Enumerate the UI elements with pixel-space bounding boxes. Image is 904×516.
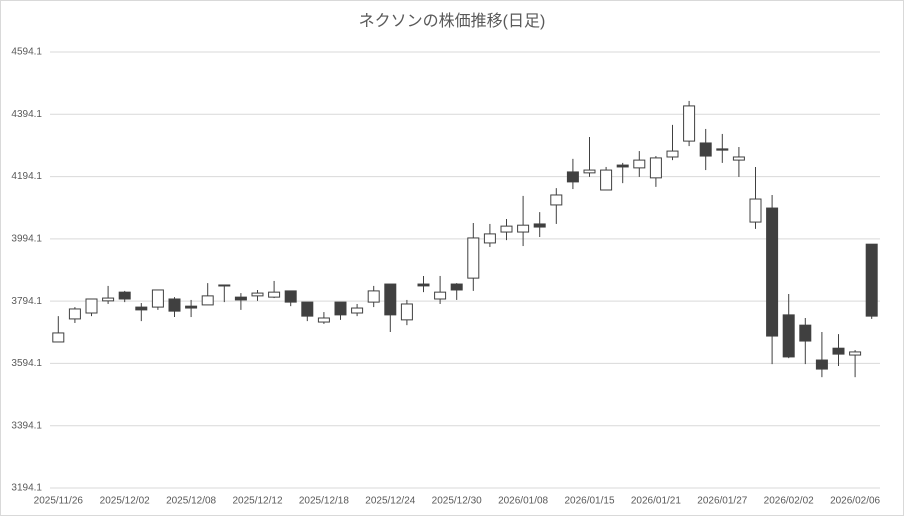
- x-tick-label: 2026/02/06: [830, 496, 880, 507]
- candle-body: [450, 283, 463, 291]
- candle-body: [832, 347, 845, 355]
- candle-body: [317, 317, 330, 323]
- y-tick-label: 4394.1: [11, 109, 42, 120]
- candle-body: [766, 207, 779, 337]
- candle-body: [616, 164, 629, 168]
- candle-body: [865, 243, 878, 317]
- candle-body: [600, 169, 613, 191]
- candle-body: [52, 332, 65, 343]
- candle-body: [201, 295, 214, 306]
- candle-body: [533, 223, 546, 228]
- candle-body: [815, 359, 828, 370]
- y-tick-label: 4194.1: [11, 171, 42, 182]
- candle-body: [284, 290, 297, 303]
- y-tick-label: 3594.1: [11, 358, 42, 369]
- candle-body: [483, 233, 496, 244]
- candle-body: [251, 292, 264, 297]
- candle-body: [102, 297, 115, 302]
- candle-body: [566, 171, 579, 183]
- candle-body: [351, 307, 364, 314]
- candle-body: [168, 298, 181, 312]
- y-tick-label: 4594.1: [11, 47, 42, 58]
- x-tick-label: 2025/12/30: [432, 496, 482, 507]
- candle-body: [550, 194, 563, 206]
- x-tick-label: 2026/01/27: [697, 496, 747, 507]
- x-tick-label: 2025/12/18: [299, 496, 349, 507]
- candle-body: [782, 314, 795, 358]
- candle-body: [185, 305, 198, 309]
- candle-body: [118, 291, 131, 300]
- x-tick-label: 2025/11/26: [34, 496, 84, 507]
- candle-body: [367, 290, 380, 303]
- candle-body: [849, 351, 862, 356]
- candle-body: [799, 324, 812, 342]
- candle-body: [517, 224, 530, 233]
- x-tick-label: 2025/12/08: [166, 496, 216, 507]
- x-tick-label: 2026/01/21: [631, 496, 681, 507]
- x-tick-label: 2025/12/02: [100, 496, 150, 507]
- candle-body: [400, 303, 413, 321]
- candle-body: [500, 225, 513, 233]
- x-tick-label: 2026/01/08: [498, 496, 548, 507]
- candle-body: [583, 169, 596, 174]
- candle-body: [467, 237, 480, 279]
- candle-body: [749, 198, 762, 223]
- candle-body: [649, 157, 662, 179]
- y-tick-label: 3794.1: [11, 296, 42, 307]
- candle-body: [135, 306, 148, 311]
- candle-body: [732, 156, 745, 161]
- candle-body: [301, 301, 314, 317]
- candle-body: [334, 301, 347, 316]
- candle-body: [666, 150, 679, 158]
- candle-body: [218, 284, 231, 287]
- x-tick-label: 2026/02/02: [764, 496, 814, 507]
- y-tick-label: 3394.1: [11, 420, 42, 431]
- chart-title: ネクソンの株価推移(日足): [359, 12, 546, 30]
- candle-body: [384, 283, 397, 316]
- candle-body: [417, 283, 430, 287]
- y-tick-label: 3994.1: [11, 233, 42, 244]
- candle-body: [85, 298, 98, 314]
- candle-body: [683, 105, 696, 142]
- x-tick-label: 2025/12/24: [365, 496, 415, 507]
- candle-body: [68, 308, 81, 320]
- x-tick-label: 2026/01/15: [564, 496, 614, 507]
- candle-body: [434, 291, 447, 300]
- candle-body: [716, 148, 729, 151]
- x-tick-label: 2025/12/12: [232, 496, 282, 507]
- candle-body: [268, 291, 281, 298]
- candle-body: [234, 296, 247, 301]
- candle-body: [633, 159, 646, 169]
- y-tick-label: 3194.1: [11, 483, 42, 494]
- candle-body: [699, 142, 712, 157]
- candle-body: [151, 289, 164, 308]
